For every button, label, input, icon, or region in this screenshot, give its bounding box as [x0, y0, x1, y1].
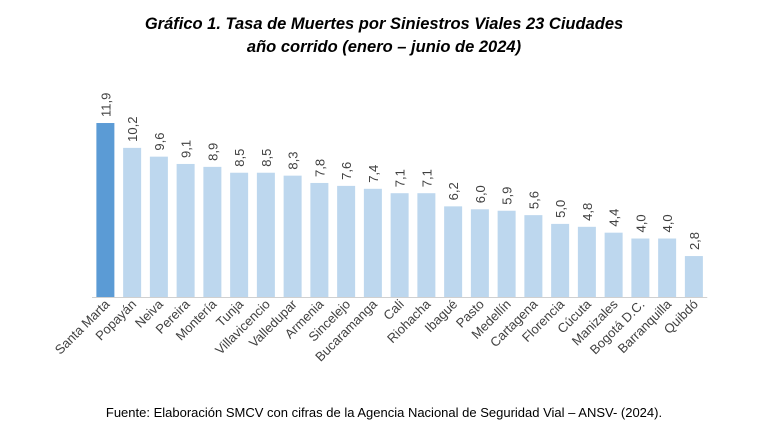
bar: [337, 185, 356, 297]
bar: [551, 223, 570, 297]
bar: [604, 232, 623, 297]
chart-title-line-1: Gráfico 1. Tasa de Muertes por Siniestro…: [144, 15, 624, 33]
chart-title: Gráfico 1. Tasa de Muertes por Siniestro…: [0, 13, 768, 59]
data-label: 5,0: [553, 200, 568, 218]
data-label: 2,8: [687, 232, 702, 250]
bar: [470, 209, 489, 297]
bar: [497, 210, 516, 297]
data-label: 8,5: [259, 149, 274, 167]
bar: [363, 188, 382, 297]
bar: [96, 123, 115, 298]
bar: [577, 226, 596, 297]
data-label: 4,0: [660, 214, 675, 232]
bar: [230, 172, 249, 297]
data-label: 8,9: [205, 143, 220, 161]
data-label: 7,4: [366, 165, 381, 183]
bar: [256, 172, 275, 297]
bar: [417, 193, 436, 297]
bar: [444, 206, 463, 297]
data-label: 4,0: [633, 214, 648, 232]
data-label: 6,2: [446, 182, 461, 200]
data-label: 7,6: [339, 162, 354, 180]
bar: [658, 238, 677, 297]
data-label: 4,4: [607, 209, 622, 227]
data-label: 8,3: [286, 152, 301, 170]
data-label: 5,9: [500, 187, 515, 205]
bar: [684, 256, 703, 297]
data-label: 5,6: [526, 191, 541, 209]
bar: [524, 215, 543, 297]
data-label: 9,6: [152, 133, 167, 151]
data-label: 7,8: [312, 159, 327, 177]
data-label: 10,2: [125, 117, 140, 142]
bar: [283, 175, 302, 297]
bar: [123, 147, 142, 297]
bar: [203, 166, 222, 297]
data-label: 7,1: [419, 169, 434, 187]
data-label: 9,1: [179, 140, 194, 158]
bar: [310, 182, 329, 297]
data-label: 6,0: [473, 185, 488, 203]
data-label: 11,9: [98, 93, 113, 117]
data-label: 7,1: [393, 169, 408, 187]
chart-title-line-2: año corrido (enero – junio de 2024): [246, 38, 522, 56]
data-label: 4,8: [580, 203, 595, 221]
bar: [390, 193, 409, 297]
data-label: 8,5: [232, 149, 247, 167]
bar: [631, 238, 650, 297]
bar: [149, 156, 168, 297]
source-note: Fuente: Elaboración SMCV con cifras de l…: [105, 405, 663, 420]
bar: [176, 163, 195, 297]
